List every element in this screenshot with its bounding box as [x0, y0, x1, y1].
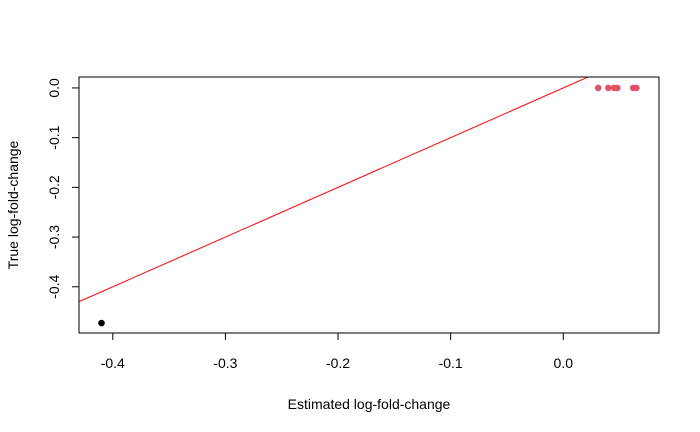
- data-point: [98, 319, 105, 327]
- x-tick-label: -0.3: [213, 355, 237, 371]
- x-axis-title: Estimated log-fold-change: [288, 396, 451, 412]
- points-layer: [98, 84, 640, 327]
- x-tick-label: -0.1: [439, 355, 463, 371]
- x-tick-label: -0.4: [101, 355, 125, 371]
- y-tick-label: 0.0: [46, 78, 62, 98]
- y-tick-label: -0.3: [46, 225, 62, 249]
- reference-line-layer: [79, 77, 590, 303]
- y-tick-label: -0.2: [46, 175, 62, 199]
- data-point: [633, 84, 640, 92]
- x-axis: -0.4 -0.3 -0.2 -0.1 0.0: [101, 332, 574, 371]
- data-point: [605, 84, 612, 92]
- y-axis: -0.4 -0.3 -0.2 -0.1 0.0: [46, 78, 80, 299]
- y-tick-label: -0.4: [46, 274, 62, 298]
- data-point: [594, 84, 602, 92]
- x-tick-label: -0.2: [326, 355, 350, 371]
- y-axis-title: True log-fold-change: [5, 140, 21, 269]
- identity-reference-line: [79, 77, 590, 303]
- x-tick-label: 0.0: [554, 355, 574, 371]
- plot-box: [78, 76, 660, 334]
- data-point: [614, 84, 621, 92]
- y-tick-label: -0.1: [46, 125, 62, 149]
